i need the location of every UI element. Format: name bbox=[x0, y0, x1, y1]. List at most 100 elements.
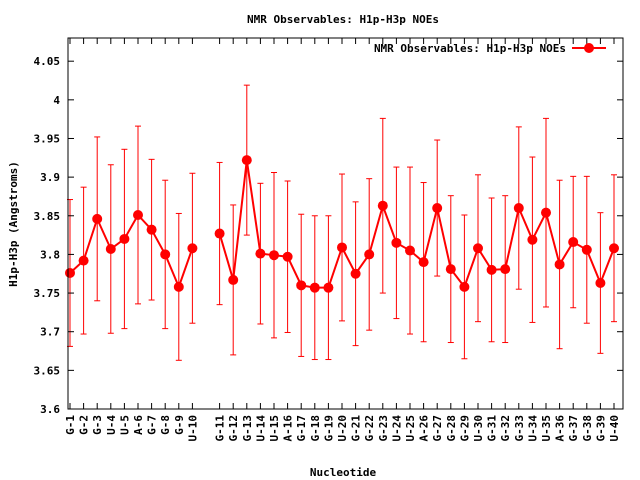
data-point-g-3 bbox=[92, 213, 103, 224]
y-axis-label: H1p-H3p (Angstroms) bbox=[7, 161, 20, 287]
y-tick-label: 3.7 bbox=[40, 326, 60, 339]
x-tick-label: U-4 bbox=[105, 415, 118, 435]
y-tick-label: 3.6 bbox=[40, 403, 60, 416]
x-tick-label: G-22 bbox=[363, 415, 376, 442]
x-tick-label: U-15 bbox=[268, 415, 281, 442]
y-axis-ticks: 3.6 3.65 3.7 3.75 3.8 3.85 3.9 3.95 4 4.05 bbox=[34, 55, 623, 416]
series-line-segment bbox=[218, 159, 615, 289]
data-point-u-35 bbox=[541, 207, 551, 218]
data-point-g-22 bbox=[364, 249, 375, 260]
x-tick-label: U-5 bbox=[118, 415, 131, 435]
x-tick-label: A-36 bbox=[554, 415, 567, 442]
data-point-u-30 bbox=[473, 243, 483, 254]
x-tick-label: G-19 bbox=[322, 415, 335, 442]
x-tick-label: G-27 bbox=[431, 415, 444, 442]
legend-label: NMR Observables: H1p-H3p NOEs bbox=[374, 42, 566, 55]
x-tick-label: G-2 bbox=[78, 415, 91, 435]
data-point-g-21 bbox=[350, 268, 361, 279]
x-tick-label: G-8 bbox=[159, 415, 172, 435]
x-tick-label: G-9 bbox=[173, 415, 186, 435]
y-tick-label: 4.05 bbox=[34, 55, 61, 68]
y-tick-label: 3.8 bbox=[40, 248, 60, 261]
x-tick-label: G-11 bbox=[214, 415, 227, 442]
data-point-u-15 bbox=[269, 250, 279, 261]
data-point-g-19 bbox=[323, 282, 334, 293]
data-point-g-17 bbox=[296, 280, 307, 291]
x-tick-label: G-13 bbox=[241, 415, 254, 442]
x-tick-label: U-20 bbox=[336, 415, 349, 442]
x-tick-label: G-29 bbox=[458, 415, 471, 442]
data-point-g-11 bbox=[214, 228, 225, 239]
x-tick-label: G-33 bbox=[513, 415, 526, 442]
data-point-a-36 bbox=[554, 259, 565, 270]
data-point-g-18 bbox=[309, 282, 320, 293]
x-tick-label: G-17 bbox=[295, 415, 308, 442]
legend-marker bbox=[584, 43, 594, 53]
data-point-g-39 bbox=[595, 278, 606, 289]
x-tick-label: U-25 bbox=[404, 415, 417, 442]
x-tick-label: G-28 bbox=[445, 415, 458, 442]
x-tick-label: A-6 bbox=[132, 415, 145, 435]
data-point-g-27 bbox=[432, 203, 443, 214]
x-tick-label: G-37 bbox=[567, 415, 580, 442]
data-point-u-24 bbox=[391, 237, 402, 248]
x-tick-label: G-7 bbox=[146, 415, 159, 435]
x-tick-label: U-30 bbox=[472, 415, 485, 442]
series-line-segment bbox=[69, 213, 194, 290]
data-point-g-2 bbox=[78, 255, 89, 266]
data-point-u-20 bbox=[337, 242, 347, 253]
plot-frame bbox=[67, 37, 624, 410]
data-point-u-5 bbox=[119, 233, 130, 244]
data-point-g-33 bbox=[513, 203, 524, 214]
y-tick-label: 3.9 bbox=[40, 171, 60, 184]
x-tick-label: G-3 bbox=[91, 415, 104, 435]
x-tick-label: G-39 bbox=[594, 415, 607, 442]
data-point-a-16 bbox=[282, 251, 293, 262]
x-tick-label: G-1 bbox=[64, 415, 77, 435]
data-point-g-9 bbox=[173, 281, 184, 292]
x-tick-label: U-10 bbox=[186, 415, 199, 442]
data-point-g-8 bbox=[160, 249, 171, 260]
x-tick-label: A-26 bbox=[418, 415, 431, 442]
data-point-u-4 bbox=[105, 244, 116, 255]
x-tick-label: U-34 bbox=[526, 415, 539, 442]
error-bars bbox=[67, 84, 617, 361]
data-point-g-7 bbox=[146, 224, 157, 235]
data-point-a-26 bbox=[418, 257, 429, 268]
x-tick-label: G-12 bbox=[227, 415, 240, 442]
data-point-g-1 bbox=[65, 267, 75, 278]
data-point-g-38 bbox=[581, 244, 592, 255]
y-tick-label: 3.85 bbox=[34, 210, 61, 223]
data-point-u-40 bbox=[609, 243, 619, 254]
x-tick-label: A-16 bbox=[282, 415, 295, 442]
data-point-g-29 bbox=[459, 281, 470, 292]
x-tick-label: G-23 bbox=[377, 415, 390, 442]
data-point-a-6 bbox=[133, 209, 143, 220]
data-point-g-31 bbox=[486, 264, 497, 275]
x-tick-label: U-35 bbox=[540, 415, 553, 442]
data-point-u-34 bbox=[527, 234, 538, 245]
data-point-u-10 bbox=[187, 243, 198, 254]
data-point-g-13 bbox=[241, 155, 252, 166]
chart-title: NMR Observables: H1p-H3p NOEs bbox=[247, 13, 439, 26]
y-tick-label: 3.95 bbox=[34, 132, 61, 145]
x-tick-label: G-21 bbox=[350, 415, 363, 442]
x-axis-label: Nucleotide bbox=[310, 466, 377, 479]
x-tick-label: G-38 bbox=[581, 415, 594, 442]
data-point-u-25 bbox=[405, 245, 415, 256]
y-tick-label: 4 bbox=[53, 94, 60, 107]
data-point-g-37 bbox=[568, 237, 579, 248]
data-point-g-12 bbox=[228, 274, 239, 285]
x-tick-label: G-31 bbox=[486, 415, 499, 442]
x-tick-label: U-14 bbox=[254, 415, 267, 442]
x-tick-label: U-40 bbox=[608, 415, 621, 442]
data-point-g-28 bbox=[445, 264, 456, 275]
y-tick-label: 3.75 bbox=[34, 287, 61, 300]
x-tick-label: U-24 bbox=[390, 415, 403, 442]
x-tick-label: G-18 bbox=[309, 415, 322, 442]
y-tick-label: 3.65 bbox=[34, 364, 61, 377]
x-tick-label: G-32 bbox=[499, 415, 512, 442]
legend: NMR Observables: H1p-H3p NOEs bbox=[374, 42, 606, 55]
x-axis-ticks: G-1 G-2 G-3 U-4 U-5 A-6 G-7 G-8 G-9 U-10 G-11 G-12 G… bbox=[64, 38, 621, 442]
